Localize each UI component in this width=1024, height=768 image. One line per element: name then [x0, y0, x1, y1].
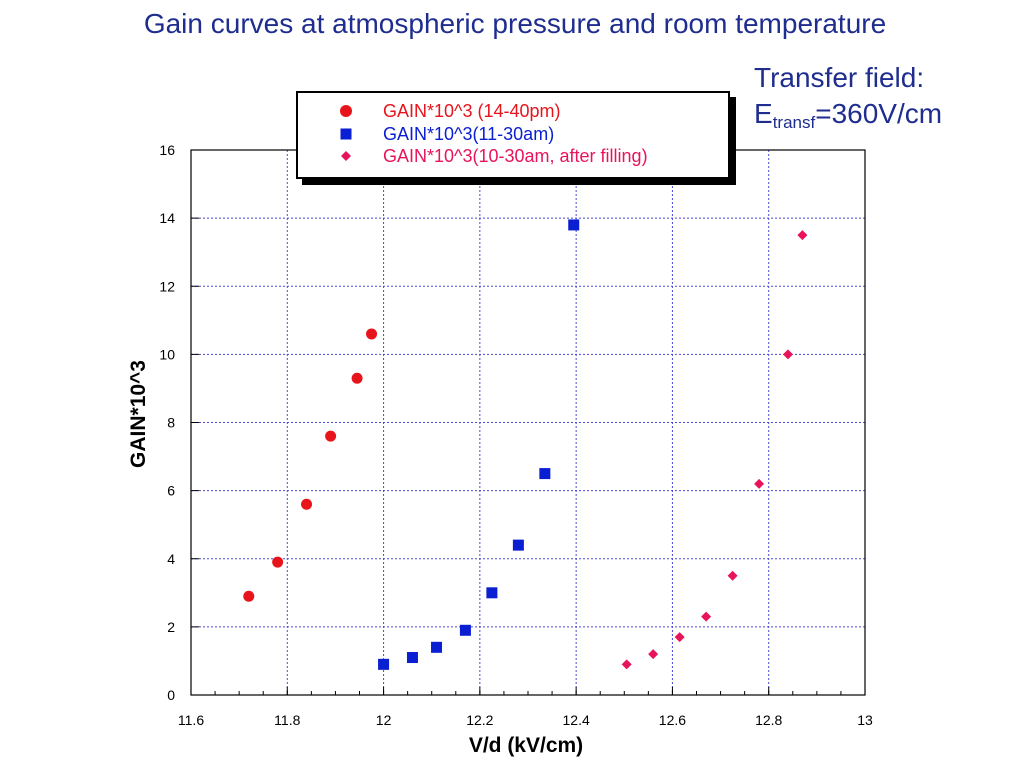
square-marker-icon [340, 128, 352, 140]
data-point-square [512, 539, 524, 551]
grid-layer [191, 150, 865, 695]
marker-layer [243, 219, 808, 670]
data-point-diamond [648, 649, 659, 660]
data-point-square [406, 652, 418, 664]
x-tick-label: 12.2 [466, 712, 493, 728]
data-point-square [431, 641, 443, 653]
legend-item-blue: GAIN*10^3(11-30am) [298, 124, 728, 144]
data-point-circle [243, 590, 255, 602]
y-tick-label: 2 [167, 619, 175, 635]
note-value: =360V/cm [815, 98, 943, 129]
x-tick-label: 12.6 [659, 712, 686, 728]
legend-label-red: GAIN*10^3 (14-40pm) [383, 101, 561, 121]
x-tick-label: 13 [857, 712, 873, 728]
y-axis-label: GAIN*10^3 [127, 360, 150, 468]
diamond-marker-icon [341, 151, 351, 161]
circle-marker-icon [340, 105, 352, 117]
x-tick-label: 12.8 [755, 712, 782, 728]
data-point-square [378, 658, 390, 670]
y-tick-label: 4 [167, 551, 175, 567]
data-point-square [568, 219, 580, 231]
data-point-circle [325, 430, 337, 442]
data-point-square [539, 468, 551, 480]
y-tick-label: 16 [159, 142, 175, 158]
legend-item-red: GAIN*10^3 (14-40pm) [298, 101, 728, 121]
legend-label-blue: GAIN*10^3(11-30am) [383, 124, 555, 144]
data-point-circle [351, 372, 363, 384]
note-line2: Etransf=360V/cm [754, 96, 942, 141]
y-tick-label: 14 [159, 210, 175, 226]
data-point-circle [272, 556, 284, 568]
x-tick-label: 11.8 [274, 712, 300, 728]
data-point-circle [301, 498, 313, 510]
data-point-circle [366, 328, 378, 340]
transfer-field-note: Transfer field: Etransf=360V/cm [754, 60, 942, 141]
legend-label-pink: GAIN*10^3(10-30am, after filling) [383, 146, 648, 166]
note-line1: Transfer field: [754, 62, 925, 93]
data-point-square [459, 624, 471, 636]
data-point-diamond [782, 349, 793, 360]
y-tick-label: 0 [167, 687, 175, 703]
data-point-diamond [674, 632, 685, 643]
y-tick-label: 12 [159, 278, 175, 294]
note-symbol: E [754, 98, 773, 129]
y-tick-label: 6 [167, 483, 175, 499]
data-point-square [486, 587, 498, 599]
y-tick-label: 10 [159, 346, 175, 362]
slide-title: Gain curves at atmospheric pressure and … [143, 8, 887, 39]
x-tick-label: 12.4 [563, 712, 590, 728]
data-point-diamond [727, 570, 738, 581]
y-tick-label: 8 [167, 415, 175, 431]
x-tick-label: 11.6 [178, 712, 204, 728]
x-tick-label: 12 [376, 712, 392, 728]
note-subscript: transf [772, 113, 816, 132]
data-point-diamond [797, 230, 808, 241]
data-point-diamond [701, 611, 712, 622]
chart-legend: GAIN*10^3 (14-40pm) GAIN*10^3(11-30am) G… [296, 91, 730, 179]
legend-item-pink: GAIN*10^3(10-30am, after filling) [298, 146, 728, 166]
x-axis-label: V/d (kV/cm) [469, 734, 583, 757]
tick-label-layer: 11.6 11.8 12 12.2 12.4 12.6 12.8 13 0 2 4 6 8 10 12 14 1… [159, 142, 873, 728]
data-point-diamond [754, 478, 765, 489]
data-point-diamond [621, 659, 632, 670]
